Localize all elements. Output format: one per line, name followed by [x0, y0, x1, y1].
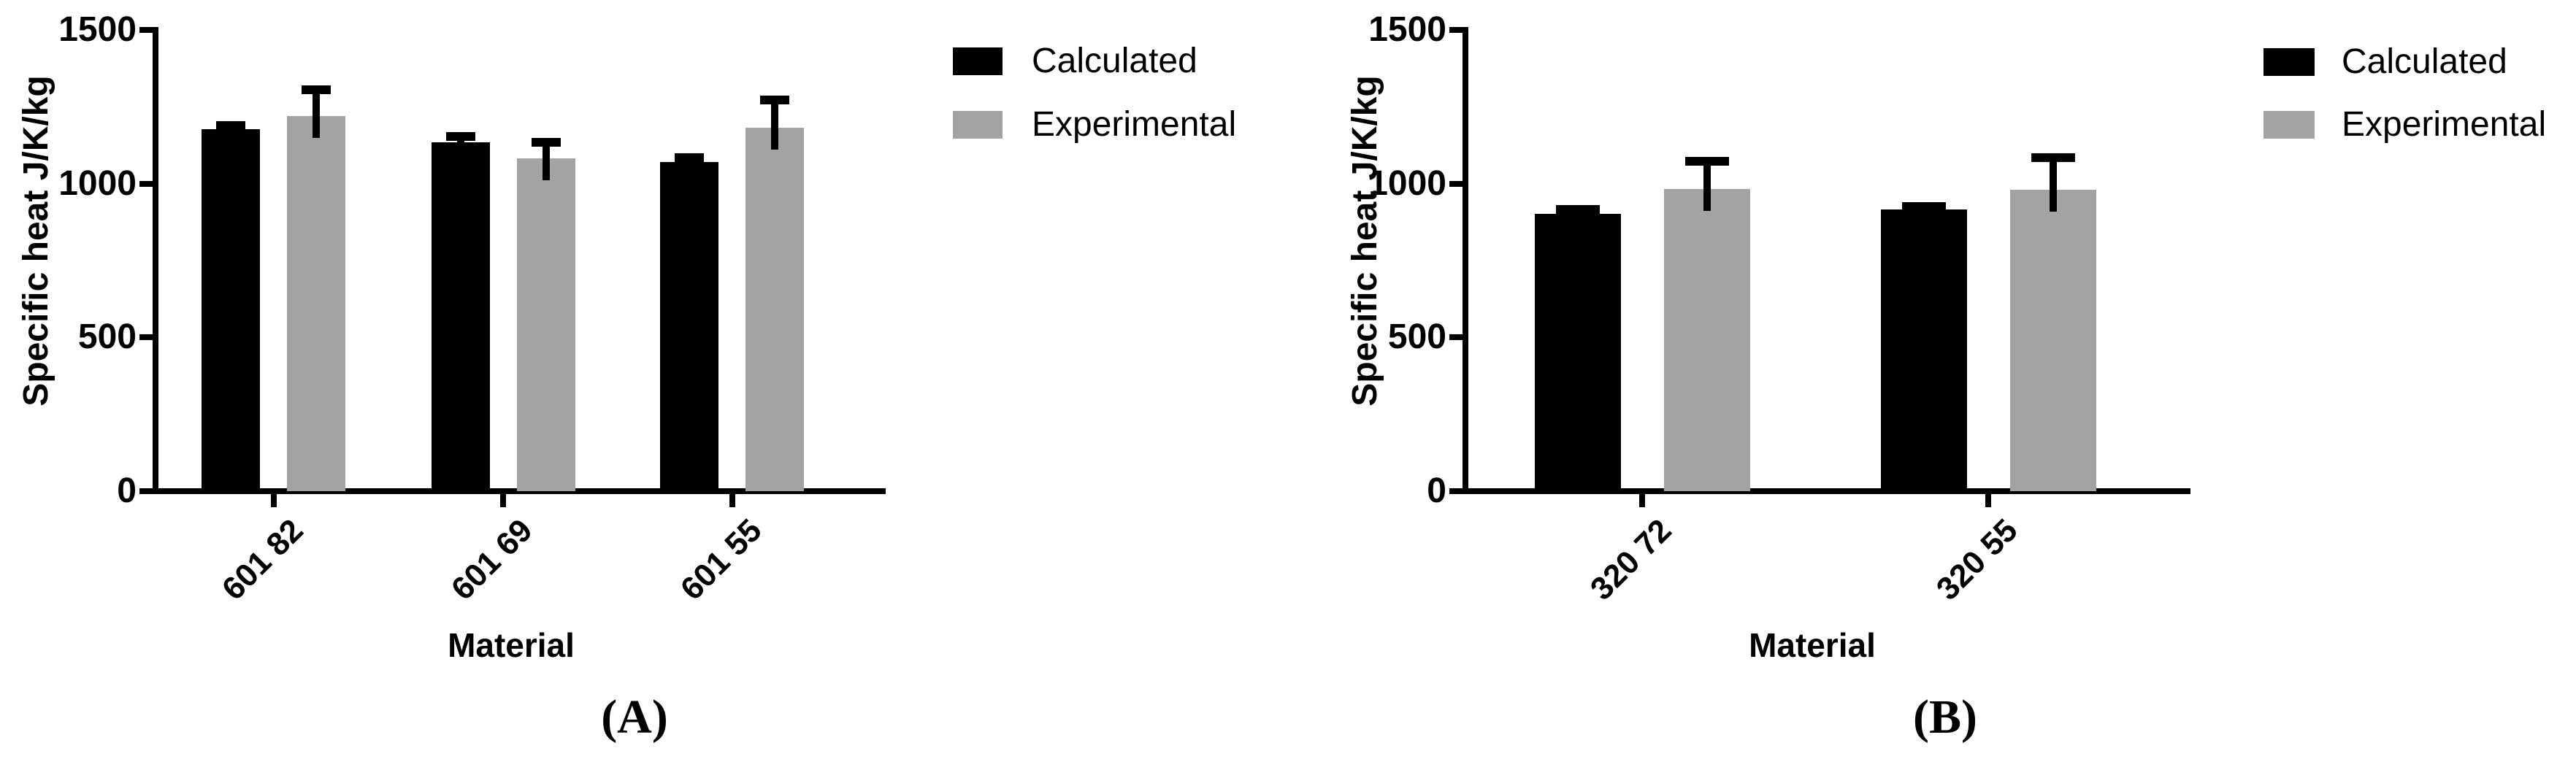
error-bar-stem: [771, 100, 778, 150]
legend-label-experimental: Experimental: [2342, 105, 2547, 144]
error-bar-cap: [1685, 157, 1729, 166]
y-axis-title: Specific heat J/K/kg: [17, 75, 55, 407]
y-tick-label: 1500: [1368, 10, 1446, 49]
x-axis-line: [1463, 488, 2190, 494]
y-tick: [1449, 488, 1464, 494]
x-axis-title: Material: [1749, 626, 1876, 664]
error-bar-cap: [675, 153, 704, 162]
x-tick: [1639, 494, 1645, 507]
bar-experimental: [287, 116, 345, 491]
y-tick: [139, 27, 154, 33]
y-tick: [1449, 181, 1464, 187]
legend-label-calculated: Calculated: [1032, 42, 1197, 80]
y-tick: [139, 181, 154, 187]
error-bar-cap: [302, 85, 331, 94]
error-bar-cap: [446, 132, 475, 141]
error-bar-stem: [313, 90, 320, 138]
error-bar-cap: [1902, 202, 1946, 211]
error-bar-cap: [1556, 205, 1600, 214]
x-tick: [500, 494, 506, 507]
bar-experimental: [2010, 190, 2096, 491]
bar-calculated: [202, 129, 260, 491]
y-axis-line: [153, 27, 158, 494]
bar-experimental: [745, 128, 804, 491]
x-axis-title: Material: [448, 626, 575, 664]
error-bar-cap: [216, 121, 245, 130]
y-axis-line: [1463, 27, 1468, 494]
bar-experimental: [1664, 189, 1750, 491]
y-tick: [139, 334, 154, 340]
x-tick-label: 601 69: [444, 512, 540, 607]
x-tick-label: 601 82: [215, 512, 310, 607]
x-tick: [1985, 494, 1991, 507]
error-bar-stem: [1920, 207, 1928, 231]
error-bar-stem: [1703, 161, 1711, 211]
error-bar-stem: [2050, 158, 2057, 212]
bar-experimental: [517, 158, 575, 491]
y-tick-label: 0: [117, 471, 137, 510]
error-bar-cap: [760, 96, 789, 104]
y-axis-title: Specific heat J/K/kg: [1346, 75, 1384, 407]
error-bar-stem: [457, 136, 464, 164]
legend-label-experimental: Experimental: [1032, 105, 1237, 144]
y-tick-label: 0: [1427, 471, 1446, 510]
legend-swatch-experimental: [953, 111, 1003, 139]
y-tick-label: 500: [1387, 317, 1446, 356]
bar-calculated: [1535, 214, 1621, 491]
y-tick: [1449, 27, 1464, 33]
legend-swatch-calculated: [953, 47, 1003, 75]
x-tick: [729, 494, 735, 507]
legend-swatch-experimental: [2263, 111, 2315, 139]
y-tick: [1449, 334, 1464, 340]
bar-calculated: [660, 162, 718, 491]
error-bar-stem: [1574, 209, 1582, 236]
error-bar-cap: [532, 138, 561, 147]
error-bar-stem: [227, 126, 234, 151]
y-tick-label: 1000: [1368, 164, 1446, 203]
legend-swatch-calculated: [2263, 48, 2315, 76]
error-bar-stem: [686, 158, 693, 184]
x-tick: [271, 494, 277, 507]
y-tick: [139, 488, 154, 494]
bar-calculated: [1881, 209, 1967, 491]
x-axis-line: [153, 488, 886, 494]
y-tick-label: 1000: [58, 164, 137, 203]
panel-caption: (A): [601, 690, 668, 744]
bar-calculated: [432, 142, 490, 491]
error-bar-stem: [543, 142, 550, 180]
y-tick-label: 1500: [58, 10, 137, 49]
panel-caption: (B): [1913, 690, 1977, 744]
y-tick-label: 500: [77, 317, 137, 356]
error-bar-cap: [2031, 153, 2075, 162]
legend-label-calculated: Calculated: [2342, 42, 2507, 81]
x-tick-label: 320 72: [1583, 512, 1679, 607]
